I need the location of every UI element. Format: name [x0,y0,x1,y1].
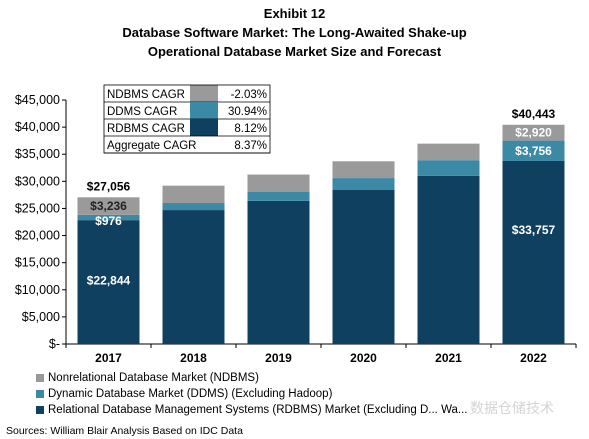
y-tick-label: $15,000 [15,256,60,270]
data-label-ddms: $976 [95,214,122,228]
source-note: Sources: William Blair Analysis Based on… [6,425,243,437]
bar-segment-ddms [162,203,225,211]
bar-segment-ddms [332,178,395,191]
bar-segment-ndbms [77,197,140,215]
cagr-label: NDBMS CAGR [107,89,185,101]
y-tick-label: $20,000 [15,229,60,243]
x-tick-label: 2017 [95,351,122,365]
y-tick-label: $30,000 [15,174,60,188]
bar-segment-rdbms [417,175,480,344]
x-tick-label: 2022 [520,351,547,365]
cagr-table-border [103,84,271,154]
cagr-value: 30.94% [228,106,267,118]
chart-subtitle: Operational Database Market Size and For… [147,44,442,59]
cagr-label: RDBMS CAGR [107,123,185,135]
legend-label-ddms: Dynamic Database Market (DDMS) (Excludin… [48,388,333,400]
bar-segment-ddms [247,191,310,201]
legend-swatch-ddms [36,390,44,398]
bar-segment-rdbms [502,160,565,344]
data-label-total: $40,443 [512,107,556,121]
data-label-ndbms: $3,236 [90,199,127,213]
bar-segment-rdbms [247,200,310,344]
cagr-label: Aggregate CAGR [107,140,197,152]
cagr-label: DDMS CAGR [107,106,177,118]
x-tick-label: 2020 [350,351,377,365]
cagr-value: 8.12% [234,123,267,135]
bar-segment-ndbms [162,185,225,204]
legend-label-ndbms: Nonrelational Database Market (NDBMS) [48,372,259,384]
chart-title: Database Software Market: The Long-Await… [122,25,467,40]
y-tick-label: $25,000 [15,201,60,215]
data-label-rdbms: $22,844 [87,274,131,288]
x-tick-label: 2021 [435,351,462,365]
y-tick-label: $35,000 [15,147,60,161]
y-tick-label: $- [49,337,60,351]
cagr-swatch [190,119,218,136]
bar-segment-ndbms [502,124,565,141]
exhibit-label: Exhibit 12 [263,6,326,21]
bar-segment-ndbms [247,174,310,192]
bar-segment-ddms [502,140,565,161]
bar-segment-rdbms [77,220,140,344]
y-tick-label: $5,000 [22,310,60,324]
legend-swatch-ndbms [36,374,44,382]
bar-segment-ddms [77,214,140,221]
bar-segment-ndbms [417,143,480,161]
x-tick-label: 2018 [180,351,207,365]
data-label-ndbms: $2,920 [515,126,552,140]
bar-segment-ddms [417,160,480,176]
watermark-text: 数据仓储技术 [470,400,554,416]
data-label-ddms: $3,756 [515,144,552,158]
bar-segment-rdbms [162,210,225,344]
legend-swatch-rdbms [36,406,44,414]
bar-segment-ndbms [332,161,395,179]
bar-segment-rdbms [332,190,395,344]
data-label-total: $27,056 [87,179,131,193]
y-tick-label: $10,000 [15,283,60,297]
x-tick-label: 2019 [265,351,292,365]
cagr-value: -2.03% [231,89,267,101]
cagr-value: 8.37% [234,140,267,152]
y-tick-label: $45,000 [15,93,60,107]
legend-label-rdbms: Relational Database Management Systems (… [48,404,468,416]
y-tick-label: $40,000 [15,120,60,134]
data-label-rdbms: $33,757 [512,223,556,237]
cagr-swatch [190,102,218,119]
cagr-swatch [190,85,218,102]
